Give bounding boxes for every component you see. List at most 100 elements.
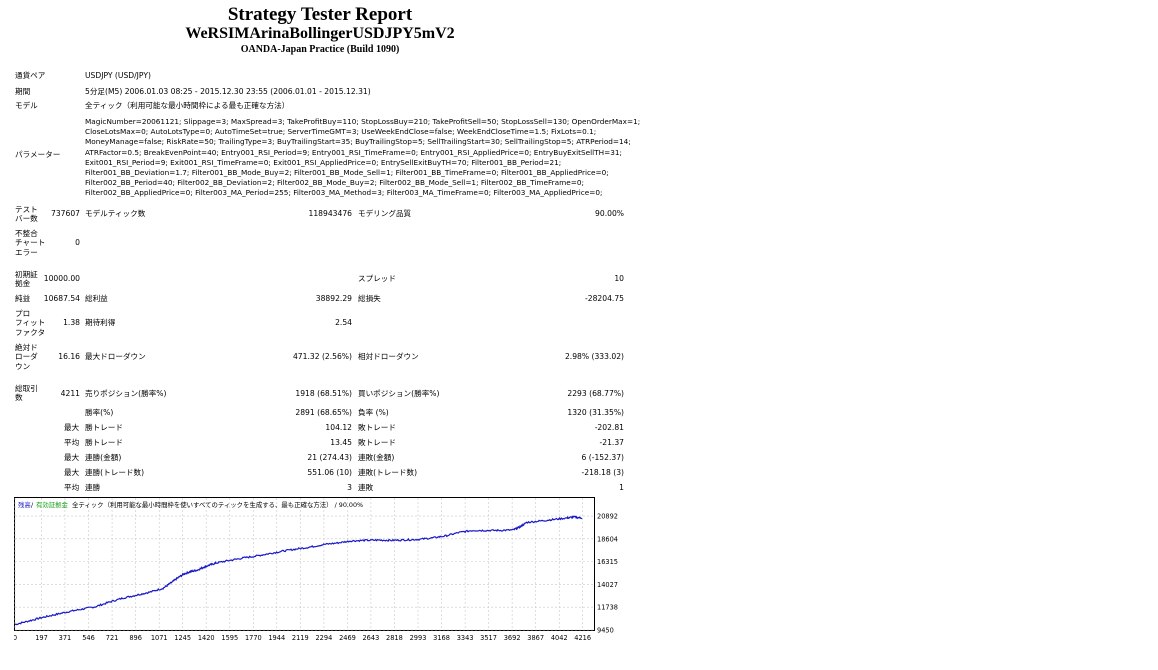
- x-tick-label: 1071: [151, 634, 168, 642]
- row-b-value: -21.37: [599, 438, 624, 447]
- row-a-value: 13.45: [330, 438, 352, 447]
- x-tick-label: 3168: [433, 634, 450, 642]
- x-tick-label: 896: [129, 634, 142, 642]
- row-b-label: 連敗(トレード数): [358, 468, 418, 477]
- x-tick-label: 2993: [410, 634, 427, 642]
- x-axis: 0 197 371 546 721 896 1071 1245 1420 1595 1770 1944…: [14, 634, 591, 642]
- gross-profit-value: 38892.29: [315, 294, 352, 303]
- report-title: Strategy Tester Report: [227, 4, 413, 25]
- row-a-label: 連勝: [85, 483, 101, 492]
- plot-frame: [14, 497, 595, 631]
- server-name: OANDA-Japan Practice (Build 1090): [240, 44, 400, 55]
- balance-line: [14, 515, 583, 626]
- mismatch-value: 0: [75, 238, 80, 247]
- y-tick-label: 9450: [597, 627, 614, 635]
- spread-value: 10: [614, 274, 624, 283]
- x-tick-label: 2294: [315, 634, 332, 642]
- bars-value: 737607: [51, 209, 80, 218]
- row-a-value: 21 (274.43): [307, 453, 352, 462]
- x-tick-label: 3517: [480, 634, 497, 642]
- row-a-label: 連勝(金額): [85, 453, 122, 462]
- x-tick-label: 2469: [339, 634, 356, 642]
- row-a-value: 551.06 (10): [307, 468, 352, 477]
- x-tick-label: 0: [14, 634, 17, 642]
- y-tick-label: 20892: [597, 513, 618, 521]
- x-tick-label: 2119: [292, 634, 309, 642]
- quality-value: 90.00%: [595, 209, 624, 218]
- net-value: 10687.54: [43, 294, 80, 303]
- model-label: モデル: [15, 101, 38, 110]
- symbol-value: USDJPY (USD/JPY): [85, 71, 151, 80]
- symbol-label: 通貨ペア: [15, 71, 46, 80]
- loss-label: 負率 (%): [358, 408, 389, 417]
- row-b-value: 6 (-152.37): [581, 453, 624, 462]
- x-tick-label: 2818: [386, 634, 403, 642]
- deposit-label: 初期証 拠金: [15, 270, 38, 289]
- params-line: Filter002_BB_Period=40; Filter002_BB_Dev…: [85, 178, 584, 188]
- row-prefix: 最大: [64, 453, 80, 462]
- params-text: MagicNumber=20061121; Slippage=3; MaxSpr…: [85, 117, 645, 199]
- expected-value: 2.54: [335, 318, 352, 327]
- row-prefix: 最大: [64, 423, 80, 432]
- x-tick-label: 1245: [174, 634, 191, 642]
- params-line: Filter001_BB_Deviation=1.7; Filter001_BB…: [85, 168, 609, 178]
- row-a-value: 104.12: [325, 423, 352, 432]
- y-axis: 9450 11738 14027 16315 18604 20892: [597, 513, 618, 635]
- y-tick-label: 14027: [597, 581, 618, 589]
- legend-equity: 有効証拠金: [36, 500, 69, 509]
- params-line: Filter002_BB_AppliedPrice=0; Filter003_M…: [85, 188, 603, 198]
- chart-grid: [14, 498, 594, 631]
- deposit-value: 10000.00: [43, 274, 80, 283]
- params-line: Exit001_RSI_Period=9; Exit001_RSI_TimeFr…: [85, 157, 562, 167]
- gross-loss-value: -28204.75: [585, 294, 624, 303]
- x-tick-label: 546: [82, 634, 95, 642]
- params-line: MagicNumber=20061121; Slippage=3; MaxSpr…: [85, 117, 641, 126]
- row-b-label: 連敗: [358, 483, 374, 492]
- ea-name: WeRSIMArinaBollingerUSDJPY5mV2: [185, 25, 455, 42]
- loss-value: 1320 (31.35%): [567, 408, 624, 417]
- row-prefix: 最大: [64, 468, 80, 477]
- win-value: 2891 (68.65%): [295, 408, 352, 417]
- y-tick-label: 18604: [597, 535, 618, 543]
- balance-chart: 残高 / 有効証拠金 全ティック（利用可能な最小時間枠を使いすべてのティックを生…: [14, 497, 618, 642]
- row-b-label: 連敗(金額): [358, 453, 395, 462]
- x-tick-label: 4216: [574, 634, 591, 642]
- x-tick-label: 3343: [457, 634, 474, 642]
- x-tick-label: 1944: [268, 634, 285, 642]
- row-b-value: -218.18 (3): [581, 468, 624, 477]
- rel-drawdown-label: 相対ドローダウン: [358, 352, 419, 361]
- x-tick-label: 3867: [527, 634, 544, 642]
- abs-drawdown-value: 16.16: [58, 352, 80, 361]
- expected-label: 期待利得: [85, 318, 116, 327]
- net-label: 純益: [15, 294, 31, 303]
- short-positions-value: 1918 (68.51%): [295, 389, 352, 398]
- profit-factor-label: プロ フィット ファクタ: [15, 309, 46, 337]
- x-tick-label: 4042: [551, 634, 568, 642]
- profit-factor-value: 1.38: [63, 318, 80, 327]
- row-a-label: 勝トレード: [85, 423, 123, 432]
- total-trades-value: 4211: [60, 389, 80, 398]
- legend-sep: /: [31, 501, 34, 509]
- y-tick-label: 16315: [597, 558, 618, 566]
- long-positions-value: 2293 (68.77%): [567, 389, 624, 398]
- gross-profit-label: 総利益: [85, 294, 108, 303]
- x-tick-label: 721: [106, 634, 119, 642]
- ticks-value: 118943476: [308, 209, 352, 218]
- max-drawdown-label: 最大ドローダウン: [85, 352, 146, 361]
- total-trades-label: 総取引 数: [15, 384, 38, 403]
- ticks-label: モデルティック数: [85, 209, 146, 218]
- params-line: MoneyManage=false; RiskRate=50; Trailing…: [85, 137, 631, 147]
- period-value: 5分足(M5) 2006.01.03 08:25 - 2015.12.30 23…: [85, 87, 371, 96]
- x-tick-label: 371: [59, 634, 72, 642]
- rel-drawdown-value: 2.98% (333.02): [564, 352, 624, 361]
- x-tick-label: 2643: [362, 634, 379, 642]
- bars-label: テスト バー数: [15, 205, 38, 224]
- x-tick-label: 197: [35, 634, 48, 642]
- y-tick-label: 11738: [597, 604, 618, 612]
- row-b-value: 1: [619, 483, 624, 492]
- params-label: パラメーター: [15, 150, 61, 159]
- row-b-label: 敗トレード: [358, 423, 396, 432]
- row-a-value: 3: [347, 483, 352, 492]
- max-drawdown-value: 471.32 (2.56%): [292, 352, 352, 361]
- model-value: 全ティック（利用可能な最小時間枠による最も正確な方法）: [85, 101, 290, 110]
